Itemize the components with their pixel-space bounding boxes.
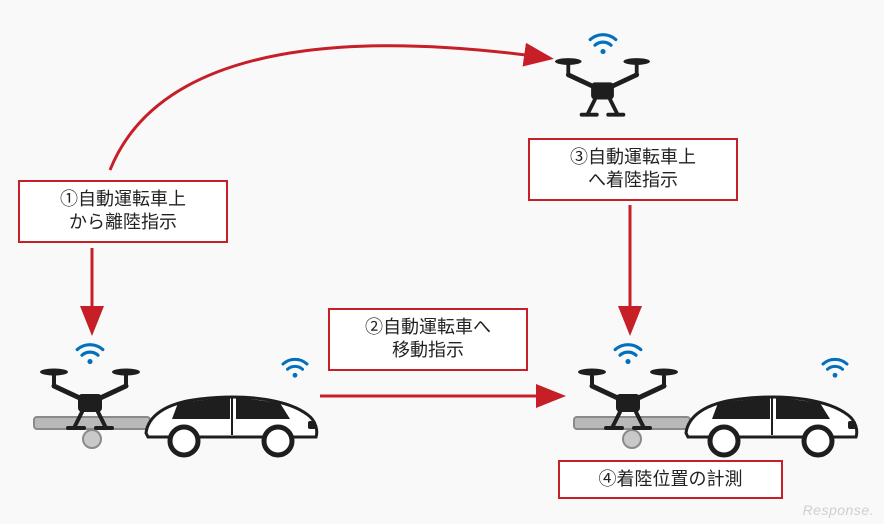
autonomous-car-left [140,355,320,461]
step-4-label: ④着陸位置の計測 [558,460,783,499]
arrow-flight-path [110,46,548,170]
drone-on-car-right [578,340,678,442]
watermark: Response. [803,502,874,518]
step-1-label: ①自動運転車上 から離陸指示 [18,180,228,243]
step-3-label: ③自動運転車上 へ着陸指示 [528,138,738,201]
drone-on-car-left [40,340,140,442]
autonomous-car-right [680,355,860,461]
drone-flying [555,30,650,128]
step-2-label: ②自動運転車へ 移動指示 [328,308,528,371]
diagram-stage: ①自動運転車上 から離陸指示 ②自動運転車へ 移動指示 ③自動運転車上 へ着陸指… [0,0,884,524]
